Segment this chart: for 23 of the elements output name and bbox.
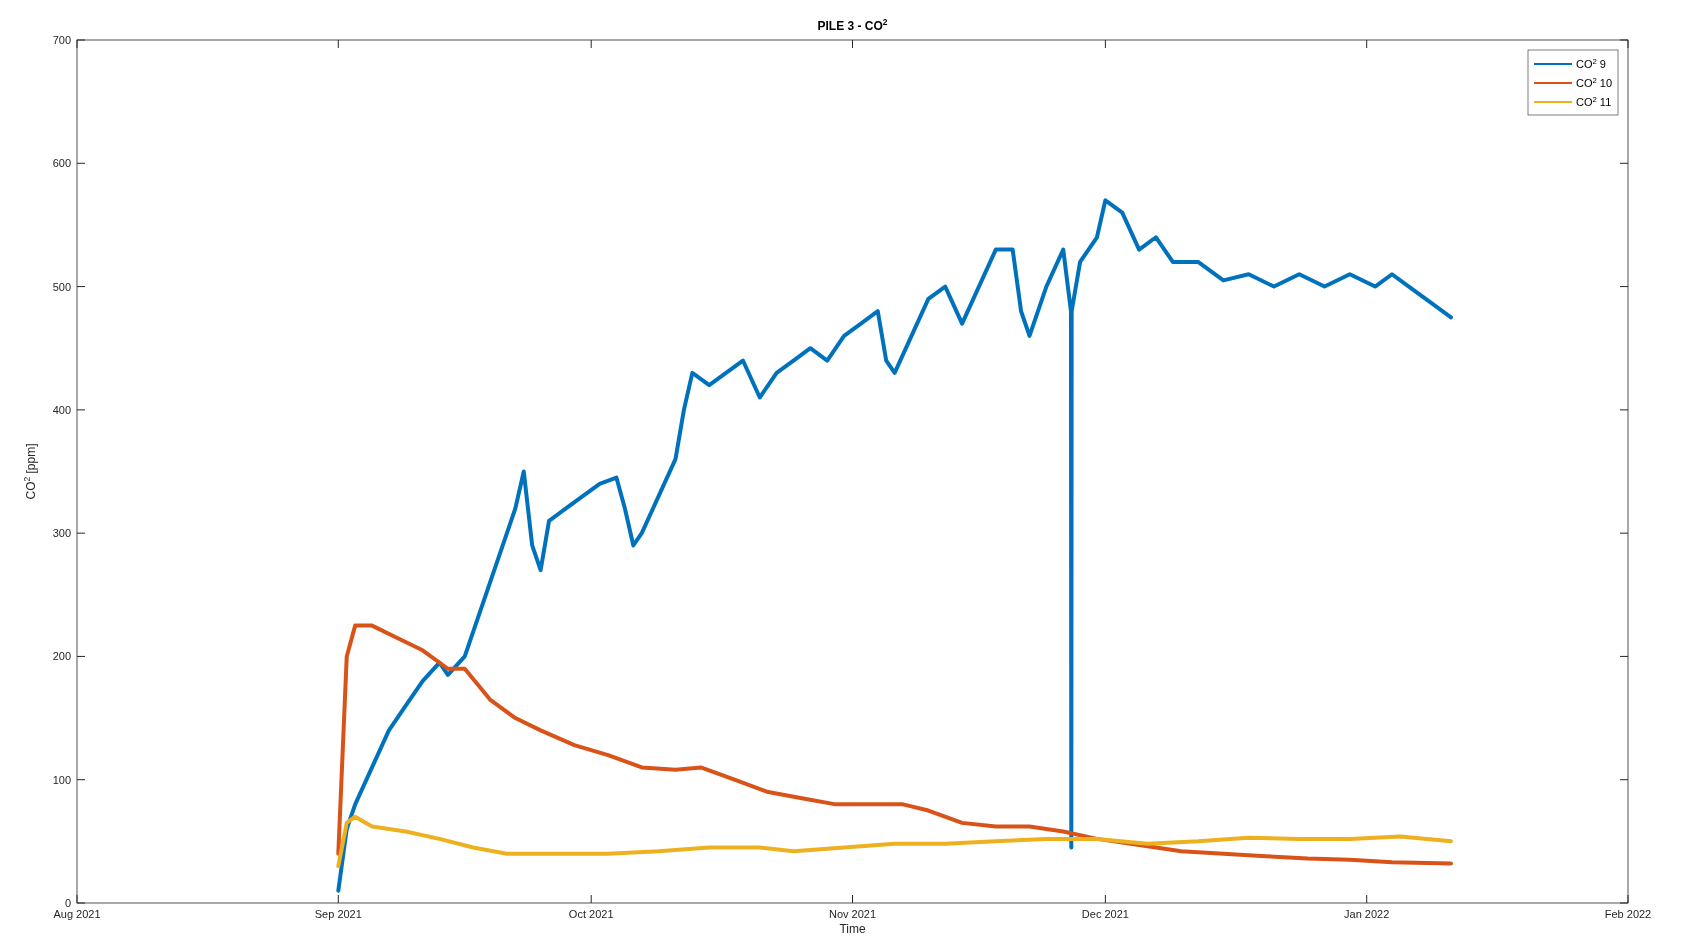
x-tick-label: Aug 2021 — [53, 908, 101, 920]
y-tick-label: 0 — [64, 897, 71, 909]
x-axis-title: Time — [839, 922, 866, 936]
x-tick-label: Oct 2021 — [568, 908, 614, 920]
y-tick-label: 100 — [52, 773, 71, 786]
chart-title: PILE 3 - CO$^{2}$ — [817, 17, 888, 33]
line-series — [336, 198, 1453, 893]
line-series — [336, 623, 1453, 866]
y-tick-label: 700 — [52, 34, 71, 46]
x-tick-label: Sep 2021 — [314, 908, 362, 920]
x-tick-label: Nov 2021 — [828, 908, 877, 920]
legend-label: CO$^{2}$ 10 — [1576, 75, 1613, 89]
legend-label: CO$^{2}$ 11 — [1576, 94, 1612, 108]
x-tick-label: Feb 2022 — [1604, 908, 1652, 920]
y-tick-label: 400 — [52, 403, 71, 416]
line-series — [336, 814, 1453, 869]
y-tick-label: 600 — [52, 157, 71, 170]
y-tick-label: 300 — [52, 527, 71, 540]
legend-label: CO$^{2}$ 9 — [1576, 56, 1606, 70]
y-tick-label: 200 — [52, 650, 71, 663]
y-tick-label: 500 — [52, 280, 71, 293]
x-tick-label: Jan 2022 — [1344, 908, 1390, 920]
x-tick-label: Dec 2021 — [1081, 908, 1129, 920]
